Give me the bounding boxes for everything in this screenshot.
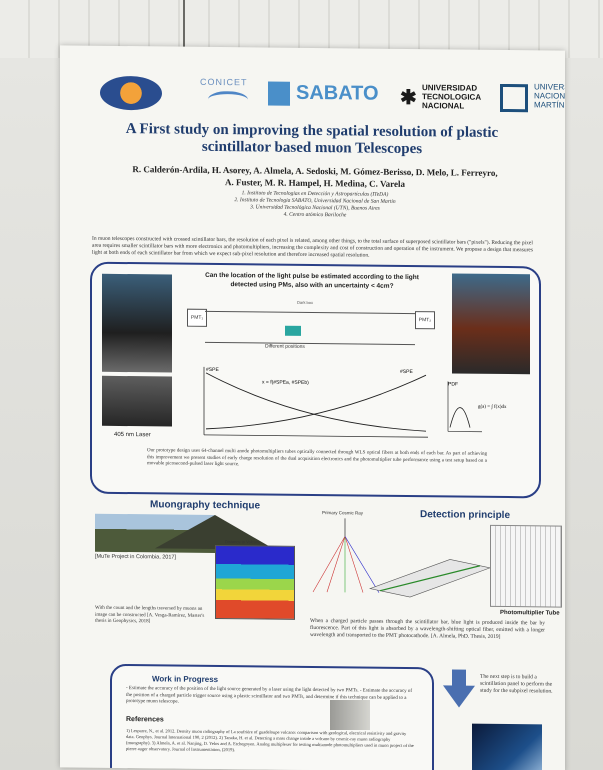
cosmic-ray-label: Primary Cosmic Ray [322,510,364,516]
conicet-logo: CONICET [200,76,248,88]
plot-x-axis [204,434,428,438]
electronics-photo [452,273,530,375]
dark-box-label: Dark box [297,299,314,306]
author-list: R. Calderón-Ardila, H. Asorey, A. Almela… [132,164,498,189]
poster: CONICET SABATO ✱ UNIVERSIDAD TECNOLOGICA… [60,45,565,770]
detection-description: When a charged particle passes through t… [310,617,545,640]
volcano-photo [95,513,275,553]
laser-position-marker [285,325,301,336]
prototype-description: Our prototype design uses 64-channel mul… [147,448,487,468]
pmt-b-box: PMT₂ [415,311,435,330]
laser-photo [102,375,172,427]
iteda-logo [100,75,162,111]
scintillation-panel-photo [472,723,542,770]
pmt-a-curve [205,372,427,432]
wip-body: - Estimate the accuracy of the position … [126,686,413,705]
scintillator-diagram [368,559,492,598]
pmt-tube-label: Photomultiplier Tube [500,609,560,617]
utn-mark-icon: ✱ [400,86,417,110]
air-shower-diagram [312,518,380,593]
affiliations: 1. Instituto de Tecnologías en Detección… [170,190,460,221]
down-arrow-icon [443,685,475,708]
pmt-b-curve [205,374,427,430]
scintillator-bar [205,310,415,346]
detection-heading: Detection principle [420,509,511,522]
positions-label: Different positions [265,343,305,350]
experiment-panel: 405 nm Laser Can the location of the lig… [90,261,541,499]
spe-right-label: #SPE [400,369,413,375]
photomultiplier-diagram [490,524,562,608]
unsam-mark-icon [500,83,528,113]
pdf-curve [449,407,471,428]
sabato-mark-icon [268,81,290,106]
heatmap-caption: With the count and the lengths traversed… [95,605,205,625]
wip-title: Work in Progress [152,674,219,685]
mute-caption: [MuTe Project in Colombia, 2017] [95,553,177,561]
muongraphy-heading: Muongraphy technique [150,499,260,512]
conicet-wave-icon [208,90,248,109]
spe-plot: #SPE #SPE x = f(#SPEa, #SPEb) [203,366,428,438]
muon-density-heatmap [215,544,295,620]
intro-paragraph: In muon telescopes constructed with cros… [92,235,534,259]
poster-stand [330,700,370,730]
laser-caption: 405 nm Laser [114,431,151,439]
references-title: References [126,716,164,724]
research-question: Can the location of the light pulse be e… [205,271,419,290]
references-body: 1) Lesparre, N., et al. 2012. Density mu… [126,728,414,753]
unsam-logo: UNIVERSIDAD NACIONAL DE SAN MARTÍN [534,82,565,110]
position-formula: x = f(#SPEa, #SPEb) [262,379,309,385]
pdf-label: PDF [448,381,458,387]
setup-photo [102,273,172,373]
next-step-text: The next step is to build a scintillatio… [480,673,553,695]
pmt-a-box: PMT₁ [187,308,207,327]
logo-strip: CONICET SABATO ✱ UNIVERSIDAD TECNOLOGICA… [100,66,565,121]
pdf-formula: g(a) = ∫ f(x)dx [478,404,507,410]
pdf-plot: PDF g(a) = ∫ f(x)dx [447,381,507,433]
heatmap-title: Distance to Volcano [225,539,261,545]
work-in-progress-panel: Work in Progress - Estimate the accuracy… [110,663,434,770]
wls-fiber [379,565,481,592]
spe-left-label: #SPE [206,367,219,373]
utn-logo: UNIVERSIDAD TECNOLOGICA NACIONAL [422,83,481,111]
sabato-logo: SABATO [296,81,379,105]
hanging-wire [183,0,185,52]
dark-box-diagram: PMT₁ Dark box Different positions PMT₂ [187,299,435,364]
poster-title: A First study on improving the spatial r… [125,121,499,158]
